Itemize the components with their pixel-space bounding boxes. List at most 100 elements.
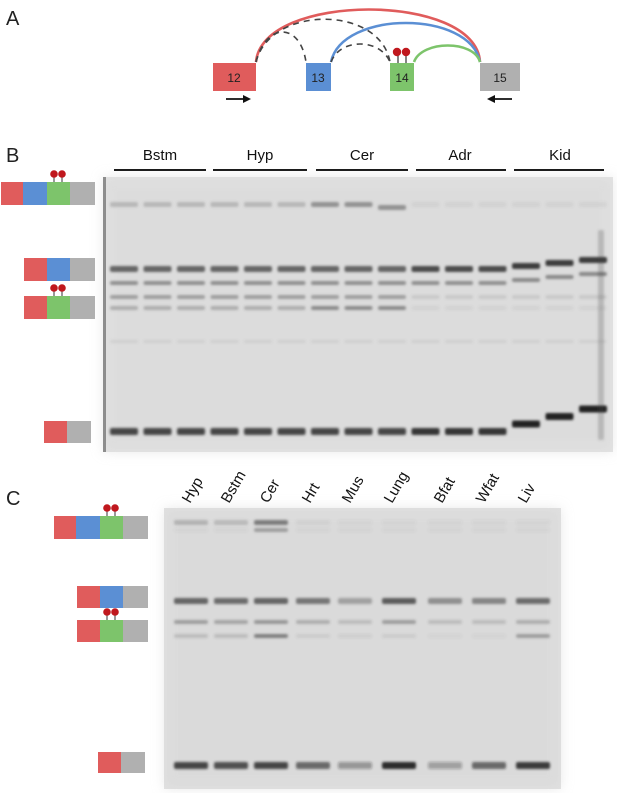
gel-band bbox=[445, 295, 473, 299]
gel-band bbox=[277, 266, 306, 272]
gel-band bbox=[143, 306, 172, 310]
gel-band bbox=[445, 281, 473, 285]
gel-band bbox=[177, 202, 205, 207]
gel-band bbox=[545, 340, 574, 343]
gel-band bbox=[445, 306, 473, 310]
gel-band bbox=[344, 295, 373, 299]
gel-band bbox=[210, 340, 239, 343]
gel-band bbox=[545, 202, 574, 207]
gel-b-group-label: Cer bbox=[350, 147, 374, 164]
panel-label-b: B bbox=[6, 145, 20, 167]
gel-band bbox=[516, 528, 550, 532]
gel-c-lane-label: Hyp bbox=[179, 474, 207, 506]
gel-band bbox=[478, 340, 507, 343]
gel-band bbox=[143, 281, 172, 285]
gel-band bbox=[344, 428, 373, 435]
gel-band bbox=[478, 202, 507, 207]
gel-band bbox=[244, 266, 272, 272]
gel-band bbox=[296, 620, 330, 624]
gel-band bbox=[338, 620, 372, 624]
gel-band bbox=[143, 295, 172, 299]
gel-band bbox=[344, 202, 373, 207]
gel-band bbox=[214, 634, 248, 638]
gel-band bbox=[177, 295, 205, 299]
gel-band bbox=[177, 428, 205, 435]
gel-band bbox=[545, 275, 574, 279]
exon-14-label: 14 bbox=[395, 71, 409, 85]
gel-band bbox=[382, 634, 416, 638]
gel-band bbox=[296, 598, 330, 604]
gel-band bbox=[110, 281, 138, 285]
gel-band bbox=[311, 266, 339, 272]
gel-band bbox=[210, 202, 239, 207]
gel-band bbox=[214, 620, 248, 624]
gel-band bbox=[110, 295, 138, 299]
gel-band bbox=[244, 202, 272, 207]
gel-band bbox=[210, 266, 239, 272]
gel-band bbox=[296, 762, 330, 769]
gel-band bbox=[110, 266, 138, 272]
gel-band bbox=[512, 420, 540, 428]
arc-exon12-to-exon15 bbox=[254, 8, 482, 63]
gel-band bbox=[254, 634, 288, 638]
gel-band bbox=[382, 762, 416, 769]
gel-band bbox=[516, 620, 550, 624]
isoform-12-14-15-icon bbox=[77, 608, 148, 642]
gel-c-lane-label: Lung bbox=[381, 469, 412, 506]
gel-b-group-label: Hyp bbox=[247, 147, 274, 164]
gel-band bbox=[311, 295, 339, 299]
gel-band bbox=[411, 202, 440, 207]
gel-band bbox=[516, 598, 550, 604]
gel-band bbox=[472, 520, 506, 525]
gel-c-lane-label: Bfat bbox=[431, 474, 459, 506]
gel-band bbox=[512, 340, 540, 343]
gel-band bbox=[311, 202, 339, 207]
gel-band bbox=[516, 634, 550, 638]
gel-band bbox=[512, 306, 540, 310]
modification-lollipop-icon bbox=[392, 47, 411, 63]
isoform-12-15-icon bbox=[44, 421, 91, 443]
gel-band bbox=[174, 620, 208, 624]
gel-b-isoform-legend bbox=[1, 170, 95, 443]
gel-band bbox=[516, 520, 550, 525]
gel-c-lane-label: Mus bbox=[339, 473, 368, 506]
arc-exon12-to-exon14-dashed bbox=[255, 18, 391, 63]
gel-band bbox=[411, 306, 440, 310]
gel-band bbox=[579, 202, 607, 207]
isoform-12-13-14-15-icon bbox=[54, 504, 148, 539]
gel-band bbox=[174, 634, 208, 638]
arc-exon14-to-exon15 bbox=[412, 44, 482, 63]
gel-band bbox=[277, 306, 306, 310]
gel-band bbox=[512, 278, 540, 282]
isoform-12-13-15-icon bbox=[24, 258, 95, 281]
gel-band bbox=[428, 634, 462, 638]
gel-band bbox=[254, 620, 288, 624]
gel-band bbox=[382, 620, 416, 624]
gel-band bbox=[210, 428, 239, 435]
gel-c-lane-label: Hrt bbox=[299, 479, 324, 506]
gel-band bbox=[545, 413, 574, 420]
gel-c-lane-label: Cer bbox=[257, 477, 284, 506]
gel-band bbox=[428, 620, 462, 624]
gel-band bbox=[254, 528, 288, 532]
gel-band bbox=[177, 340, 205, 343]
gel-band bbox=[478, 306, 507, 310]
gel-band bbox=[254, 520, 288, 525]
gel-band bbox=[344, 306, 373, 310]
gel-band bbox=[378, 266, 406, 272]
gel-band bbox=[428, 520, 462, 525]
gel-band bbox=[512, 202, 540, 207]
gel-band bbox=[472, 528, 506, 532]
gel-band bbox=[428, 528, 462, 532]
gel-c-lane-label: Bstm bbox=[218, 468, 250, 506]
gel-band bbox=[214, 762, 248, 769]
exon-13-box bbox=[306, 63, 331, 91]
gel-band bbox=[411, 266, 440, 272]
gel-band bbox=[277, 202, 306, 207]
gel-band bbox=[545, 295, 574, 299]
gel-band bbox=[214, 598, 248, 604]
exon-12-box bbox=[213, 63, 256, 91]
gel-band bbox=[244, 306, 272, 310]
gel-band bbox=[210, 295, 239, 299]
